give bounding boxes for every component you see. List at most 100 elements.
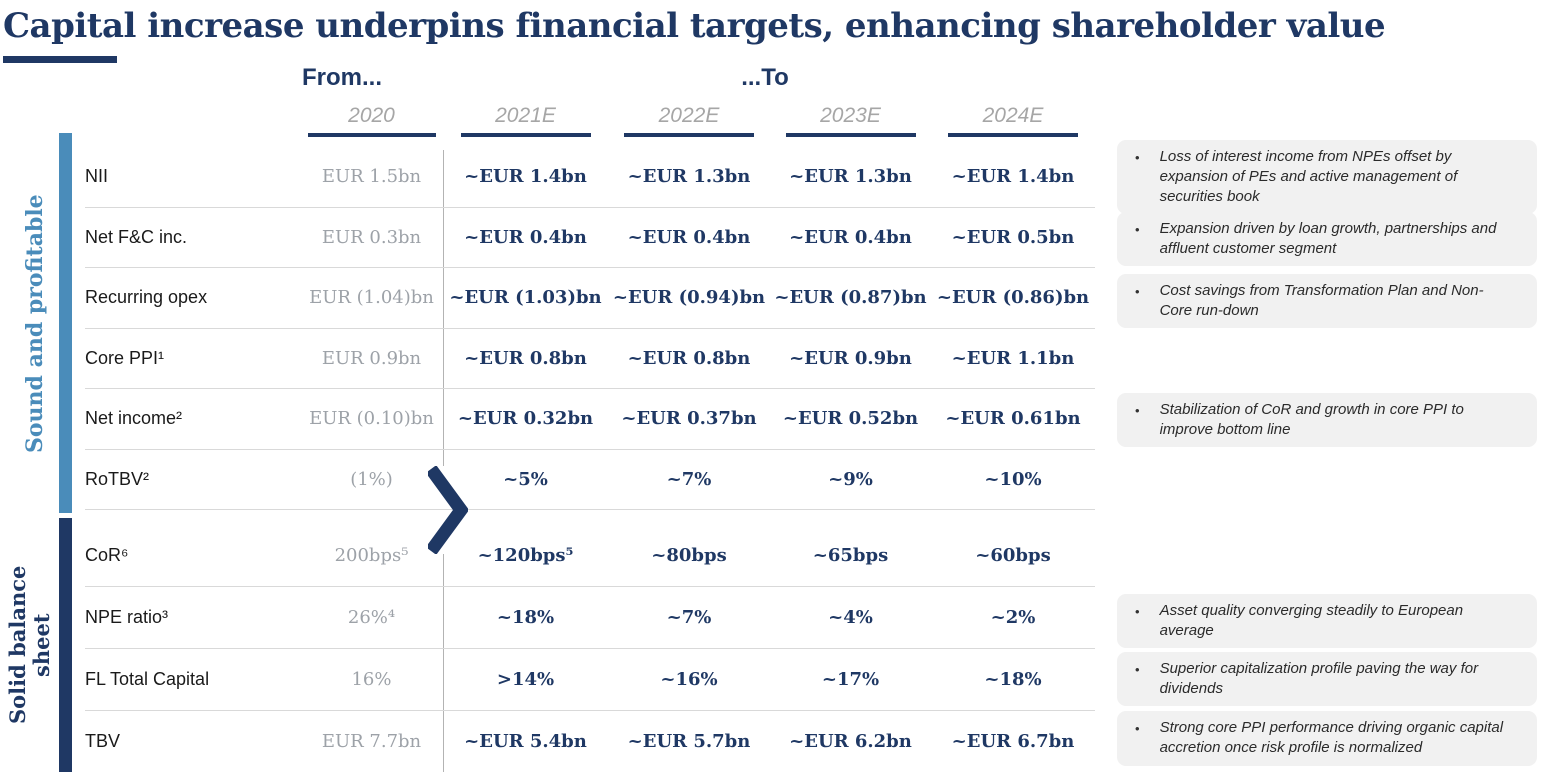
annotation-note: • Asset quality converging steadily to E…: [1117, 594, 1537, 648]
year-label: 2020: [348, 104, 395, 127]
row-label: NPE ratio³: [85, 607, 169, 627]
target-value: ~EUR (0.94)bn: [612, 287, 766, 309]
year-header-2020: 2020: [300, 104, 443, 137]
baseline-value: (1%): [350, 468, 393, 490]
target-value: ~10%: [984, 468, 1042, 490]
table-section-solid-balance-sheet: CoR⁶ 200bps⁵ ~120bps⁵ ~80bps ~65bps ~60b…: [85, 524, 1095, 772]
annotation-text: Expansion driven by loan growth, partner…: [1159, 220, 1497, 257]
target-value: ~65bps: [812, 544, 889, 566]
row-label: Net income²: [85, 408, 183, 429]
year-label: 2022E: [658, 104, 720, 127]
annotation-note: • Cost savings from Transformation Plan …: [1117, 274, 1537, 328]
target-value: ~EUR 0.4bn: [627, 226, 751, 248]
target-value: ~EUR 0.52bn: [782, 408, 919, 430]
row-label: FL Total Capital: [85, 669, 210, 689]
bullet-icon: •: [1135, 721, 1140, 736]
table-row: Net F&C inc. EUR 0.3bn ~EUR 0.4bn ~EUR 0…: [85, 206, 1095, 268]
target-value: ~EUR (1.03)bn: [449, 287, 602, 309]
target-value: >14%: [496, 669, 555, 690]
target-value: ~4%: [828, 607, 873, 628]
row-label: Net F&C inc.: [85, 226, 188, 247]
target-value: ~EUR 6.2bn: [789, 731, 912, 752]
target-value: ~EUR 1.4bn: [464, 165, 587, 187]
bullet-icon: •: [1135, 403, 1140, 418]
annotation-note: • Strong core PPI performance driving or…: [1117, 711, 1537, 766]
row-label: CoR⁶: [85, 544, 129, 565]
target-value: ~17%: [821, 669, 880, 690]
baseline-value: 16%: [351, 669, 392, 690]
target-value: ~EUR 1.4bn: [951, 165, 1075, 187]
annotation-note: • Expansion driven by loan growth, partn…: [1117, 212, 1537, 266]
year-header-2022e: 2022E: [608, 104, 770, 137]
row-label: Recurring opex: [85, 287, 208, 308]
to-label: ...To: [741, 64, 789, 91]
year-header-spacer: [85, 104, 300, 137]
row-label: RoTBV²: [85, 468, 150, 489]
annotation-note: • Loss of interest income from NPEs offs…: [1117, 140, 1537, 214]
bullet-icon: •: [1135, 150, 1140, 165]
section-bar-sound: [59, 133, 72, 513]
target-value: ~EUR 0.32bn: [457, 408, 594, 430]
baseline-value: EUR (0.10)bn: [309, 408, 434, 430]
year-underline: [307, 133, 436, 137]
baseline-value: EUR 0.3bn: [321, 226, 422, 248]
target-value: ~2%: [990, 607, 1036, 628]
annotation-text: Asset quality converging steadily to Eur…: [1159, 602, 1464, 639]
target-value: ~EUR 0.37bn: [621, 408, 757, 430]
target-value: ~80bps: [651, 544, 727, 566]
year-label: 2024E: [982, 104, 1044, 127]
target-value: ~18%: [496, 607, 555, 628]
target-value: ~5%: [503, 468, 548, 490]
target-value: ~16%: [660, 669, 718, 690]
section-bar-solid: [59, 518, 72, 772]
baseline-value: EUR 7.7bn: [321, 731, 422, 752]
target-value: ~EUR 0.4bn: [789, 226, 912, 248]
target-value: ~EUR 0.8bn: [627, 347, 751, 369]
annotation-text: Strong core PPI performance driving orga…: [1159, 719, 1504, 756]
section-label-solid-balance-sheet: Solid balance sheet: [5, 565, 54, 725]
year-header-2023e: 2023E: [770, 104, 931, 137]
bullet-icon: •: [1135, 662, 1140, 677]
target-value: ~EUR 6.7bn: [951, 731, 1075, 752]
annotation-text: Cost savings from Transformation Plan an…: [1159, 282, 1484, 319]
target-value: ~EUR 0.9bn: [789, 347, 912, 369]
target-value: ~120bps⁵: [477, 544, 574, 566]
year-underline: [785, 133, 916, 137]
bullet-icon: •: [1135, 604, 1140, 619]
target-value: ~7%: [666, 607, 712, 628]
year-header-2024e: 2024E: [931, 104, 1095, 137]
year-underline: [948, 133, 1078, 137]
target-value: ~60bps: [975, 544, 1051, 566]
year-underline: [460, 133, 591, 137]
baseline-value: 200bps⁵: [334, 544, 409, 566]
table-section-sound-and-profitable: NII EUR 1.5bn ~EUR 1.4bn ~EUR 1.3bn ~EUR…: [85, 146, 1095, 510]
target-value: ~EUR 5.4bn: [464, 731, 587, 752]
target-value: ~EUR 5.7bn: [627, 731, 751, 752]
annotation-note: • Superior capitalization profile paving…: [1117, 652, 1537, 706]
table-row: CoR⁶ 200bps⁵ ~120bps⁵ ~80bps ~65bps ~60b…: [85, 524, 1095, 586]
target-value: ~EUR 1.3bn: [789, 165, 912, 187]
year-header-2021e: 2021E: [443, 104, 608, 137]
table-row: Core PPI¹ EUR 0.9bn ~EUR 0.8bn ~EUR 0.8b…: [85, 327, 1095, 389]
target-value: ~EUR 0.5bn: [951, 226, 1075, 248]
baseline-value: EUR 0.9bn: [321, 347, 422, 369]
year-label: 2023E: [820, 104, 881, 127]
chevron-right-icon: [428, 466, 468, 554]
year-underline: [624, 133, 754, 137]
annotation-text: Loss of interest income from NPEs offset…: [1159, 148, 1458, 205]
row-label: TBV: [85, 731, 121, 751]
row-label: Core PPI¹: [85, 347, 165, 368]
target-value: ~EUR 0.8bn: [464, 347, 587, 369]
table-row: FL Total Capital 16% >14% ~16% ~17% ~18%: [85, 648, 1095, 710]
target-value: ~18%: [984, 669, 1042, 690]
annotation-text: Superior capitalization profile paving t…: [1159, 660, 1479, 697]
from-to-divider-line: [443, 150, 444, 772]
target-value: ~EUR (0.87)bn: [774, 287, 927, 309]
target-value: ~EUR 0.4bn: [464, 226, 587, 248]
baseline-value: EUR 1.5bn: [321, 165, 422, 187]
table-row: Recurring opex EUR (1.04)bn ~EUR (1.03)b…: [85, 267, 1095, 328]
target-value: ~EUR 1.1bn: [951, 347, 1075, 369]
target-value: ~EUR 1.3bn: [627, 165, 751, 187]
target-value: ~9%: [828, 468, 873, 490]
target-value: ~7%: [666, 468, 712, 490]
